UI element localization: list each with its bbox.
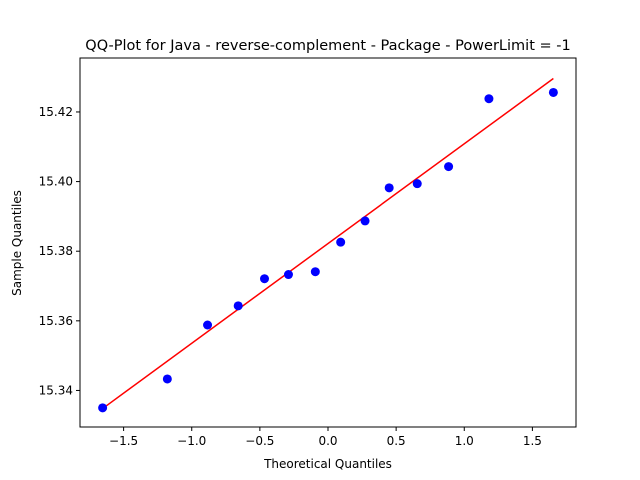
y-axis-label: Sample Quantiles <box>10 190 24 296</box>
data-point <box>444 162 454 172</box>
x-tick-label: 1.0 <box>455 434 474 448</box>
chart-title: QQ-Plot for Java - reverse-complement - … <box>85 38 570 54</box>
data-point <box>310 267 320 277</box>
y-axis: 15.34 15.36 15.38 15.40 15.42 <box>39 105 80 397</box>
data-point <box>98 403 108 413</box>
x-tick-label: 1.5 <box>523 434 542 448</box>
plot-area <box>80 58 576 427</box>
x-tick-label: −0.5 <box>245 434 274 448</box>
data-point <box>283 270 293 280</box>
y-tick-label: 15.40 <box>39 175 73 189</box>
data-point <box>233 301 243 311</box>
data-point <box>412 179 422 189</box>
y-tick-label: 15.38 <box>39 244 73 258</box>
data-point <box>260 274 270 284</box>
fit-line <box>102 77 554 410</box>
y-tick-label: 15.42 <box>39 105 73 119</box>
data-point <box>162 374 172 384</box>
x-tick-label: 0.5 <box>387 434 406 448</box>
data-point <box>484 94 494 104</box>
data-points-layer <box>98 87 558 413</box>
fit-line-layer <box>102 77 554 410</box>
y-tick-label: 15.34 <box>39 383 73 397</box>
x-tick-label: 0.0 <box>318 434 337 448</box>
data-point <box>360 216 370 226</box>
data-point <box>384 183 394 193</box>
data-point <box>548 87 558 97</box>
data-point <box>336 237 346 247</box>
data-point <box>203 320 213 330</box>
x-axis: −1.5 −1.0 −0.5 0.0 0.5 1.0 1.5 <box>109 427 542 448</box>
x-tick-label: −1.0 <box>177 434 206 448</box>
x-axis-label: Theoretical Quantiles <box>263 457 392 471</box>
y-tick-label: 15.36 <box>39 314 73 328</box>
x-tick-label: −1.5 <box>109 434 138 448</box>
